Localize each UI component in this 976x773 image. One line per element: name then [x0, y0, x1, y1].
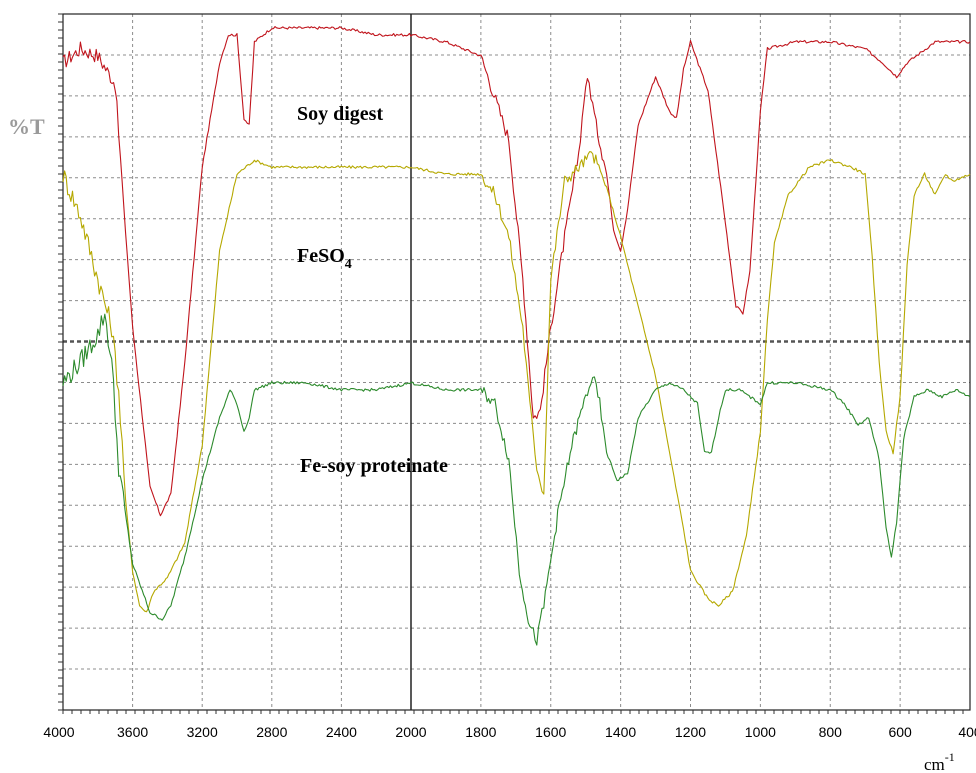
x-unit-exponent: -1 — [945, 750, 955, 764]
x-tick-label: 3200 — [187, 724, 218, 740]
x-tick-label: 1800 — [465, 724, 496, 740]
x-tick-label: 4000 — [43, 724, 74, 740]
x-tick-labels: 4000 3600 3200 2800 2400 2000 1800 1600 1400 1200… — [43, 724, 976, 740]
x-tick-label: 1000 — [745, 724, 776, 740]
plot-frame — [62, 13, 971, 711]
grid-lines — [62, 14, 971, 710]
x-tick-label: 400 — [958, 724, 976, 740]
label-feso4-main: FeSO — [297, 245, 345, 267]
series-line-soy-digest — [62, 26, 971, 517]
x-unit-base: cm — [924, 755, 945, 773]
x-tick-label: 1200 — [675, 724, 706, 740]
x-tick-label: 2000 — [395, 724, 426, 740]
series-line-feso4 — [62, 151, 971, 613]
x-tick-label: 1600 — [535, 724, 566, 740]
x-tick-label: 800 — [819, 724, 843, 740]
label-fe-soy-proteinate: Fe-soy proteinate — [300, 455, 448, 477]
series-line-fe-soy-proteinate — [62, 313, 971, 646]
x-tick-label: 1400 — [605, 724, 636, 740]
x-tick-label: 2400 — [326, 724, 357, 740]
x-tick-label: 3600 — [117, 724, 148, 740]
label-feso4-subscript: 4 — [345, 257, 352, 272]
x-tick-label: 2800 — [256, 724, 287, 740]
spectra-lines — [62, 26, 971, 646]
label-soy-digest: Soy digest — [297, 103, 383, 125]
x-tick-label: 600 — [888, 724, 912, 740]
x-axis-unit: cm-1 — [924, 750, 955, 773]
plot-border — [62, 13, 971, 711]
y-axis-label: %T — [8, 114, 45, 139]
label-feso4: FeSO4 — [297, 245, 352, 272]
axis-ticks — [58, 13, 964, 714]
